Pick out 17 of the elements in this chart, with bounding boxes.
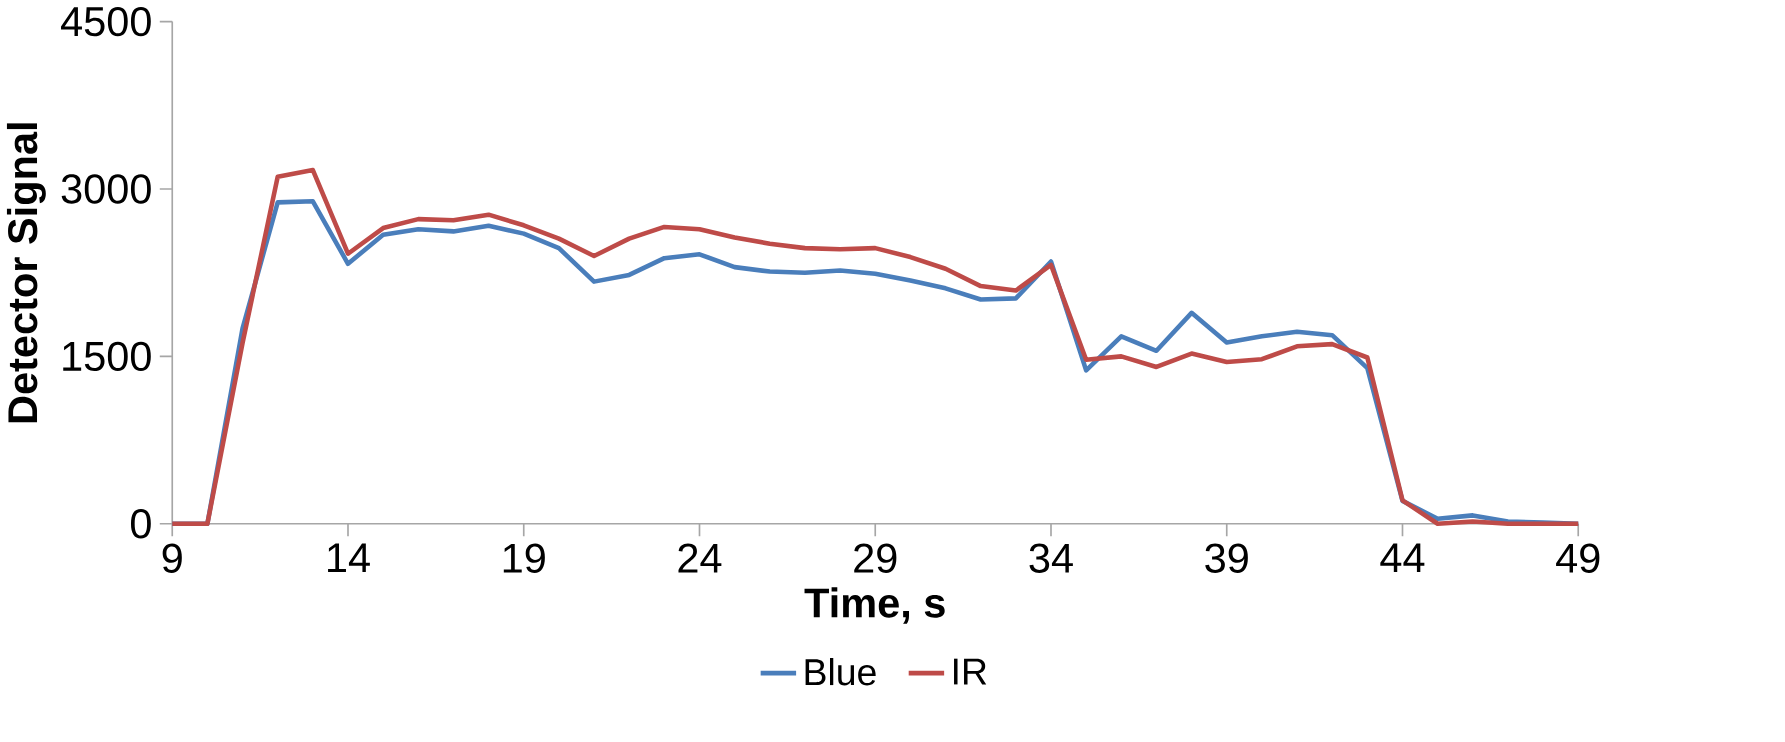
x-tick-label: 9 bbox=[162, 543, 182, 573]
legend-label: IR bbox=[954, 658, 987, 685]
y-tick-label: 3000 bbox=[61, 174, 151, 204]
x-tick-label: 14 bbox=[328, 543, 370, 572]
x-axis-title: Time, s bbox=[804, 587, 945, 624]
y-tick-label: 4500 bbox=[61, 6, 151, 37]
y-axis-title: Detector Signal bbox=[6, 123, 46, 423]
x-tick-label: 24 bbox=[678, 543, 722, 573]
x-tick-label: 39 bbox=[1205, 543, 1248, 573]
y-tick-label: 1500 bbox=[63, 341, 151, 371]
x-tick-label: 29 bbox=[854, 543, 897, 573]
x-tick-label: 49 bbox=[1556, 543, 1600, 573]
legend-label: Blue bbox=[805, 657, 876, 686]
x-tick-label: 44 bbox=[1380, 543, 1425, 572]
y-tick-label: 0 bbox=[130, 508, 151, 539]
x-tick-label: 34 bbox=[1029, 543, 1073, 573]
x-tick-label: 19 bbox=[503, 543, 545, 573]
